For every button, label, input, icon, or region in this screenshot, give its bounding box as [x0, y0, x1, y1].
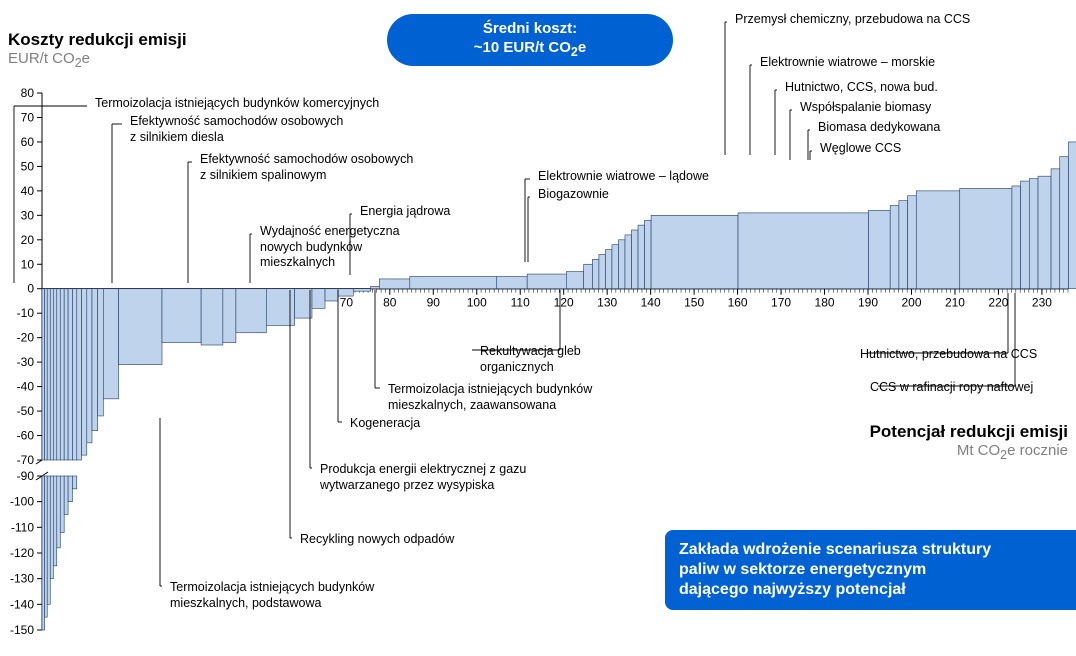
svg-text:190: 190 — [858, 296, 878, 310]
callout-label: Biogazownie — [538, 187, 609, 203]
svg-text:210: 210 — [945, 296, 965, 310]
callout-label: Kogeneracja — [350, 416, 420, 432]
callout-label: Termoizolacja istniejących budynków kome… — [95, 96, 379, 112]
callout-label: Biomasa dedykowana — [818, 120, 940, 136]
svg-text:110: 110 — [511, 296, 530, 310]
callout-label: Węglowe CCS — [820, 141, 901, 157]
svg-text:-40: -40 — [17, 380, 35, 394]
chart-title: Koszty redukcji emisji — [8, 30, 187, 50]
callout-label: Hutnictwo, przebudowa na CCS — [860, 347, 1037, 363]
callout-label: Termoizolacja istniejących budynków mies… — [170, 580, 374, 611]
callout-label: Przemysł chemiczny, przebudowa na CCS — [735, 12, 970, 28]
chart-y-axis-label: EUR/t CO2e — [8, 50, 187, 70]
callout-label: Rekultywacja gleb organicznych — [480, 344, 581, 375]
svg-text:-90: -90 — [17, 469, 35, 483]
svg-text:80: 80 — [383, 296, 397, 310]
svg-text:90: 90 — [427, 296, 441, 310]
svg-text:-140: -140 — [10, 597, 34, 611]
svg-text:70: 70 — [340, 296, 354, 310]
svg-text:230: 230 — [1032, 296, 1052, 310]
svg-text:170: 170 — [771, 296, 791, 310]
svg-text:-150: -150 — [10, 623, 34, 637]
callout-label: Współspalanie biomasy — [800, 100, 931, 116]
svg-text:40: 40 — [21, 184, 35, 198]
callout-label: Hutnictwo, CCS, nowa bud. — [785, 80, 938, 96]
svg-text:-30: -30 — [17, 355, 35, 369]
callout-label: Wydajność energetyczna nowych budynków m… — [260, 224, 400, 271]
callout-label: CCS w rafinacji ropy naftowej — [870, 380, 1033, 396]
callout-label: Produkcja energii elektrycznej z gazu wy… — [320, 462, 526, 493]
svg-text:160: 160 — [728, 296, 748, 310]
svg-text:60: 60 — [21, 135, 35, 149]
chart-x-axis-title: Potencjał redukcji emisji Mt CO2e roczni… — [0, 422, 1068, 462]
svg-text:-120: -120 — [10, 546, 34, 560]
x-axis-title-sub: Mt CO2e rocznie — [0, 442, 1068, 462]
svg-text:80: 80 — [21, 86, 35, 100]
svg-text:30: 30 — [21, 208, 35, 222]
svg-text:-50: -50 — [17, 404, 35, 418]
svg-text:-130: -130 — [10, 572, 34, 586]
x-axis-title-main: Potencjał redukcji emisji — [0, 422, 1068, 442]
callout-label: Efektywność samochodów osobowych z silni… — [130, 114, 343, 145]
chart-title-block: Koszty redukcji emisji EUR/t CO2e — [8, 30, 187, 70]
svg-text:130: 130 — [597, 296, 617, 310]
svg-text:200: 200 — [901, 296, 921, 310]
svg-text:10: 10 — [21, 257, 35, 271]
scenario-note: Zakłada wdrożenie scenariusza struktury … — [665, 530, 1076, 610]
svg-text:70: 70 — [21, 110, 35, 124]
svg-text:140: 140 — [641, 296, 661, 310]
callout-label: Termoizolacja istniejących budynków mies… — [388, 382, 592, 413]
callout-label: Elektrownie wiatrowe – lądowe — [538, 169, 709, 185]
svg-text:120: 120 — [554, 296, 574, 310]
svg-text:-110: -110 — [11, 520, 34, 534]
svg-text:-100: -100 — [10, 495, 34, 509]
svg-text:0: 0 — [27, 282, 34, 296]
svg-text:-10: -10 — [17, 306, 35, 320]
svg-text:-20: -20 — [17, 331, 35, 345]
svg-text:100: 100 — [467, 296, 487, 310]
svg-text:50: 50 — [21, 159, 35, 173]
svg-text:20: 20 — [21, 233, 35, 247]
svg-text:150: 150 — [684, 296, 704, 310]
svg-text:220: 220 — [988, 296, 1008, 310]
callout-label: Recykling nowych odpadów — [300, 532, 454, 548]
svg-text:180: 180 — [815, 296, 835, 310]
callout-label: Elektrownie wiatrowe – morskie — [760, 55, 935, 71]
average-cost-badge: Średni koszt:~10 EUR/t CO2e — [387, 14, 673, 66]
callout-label: Energia jądrowa — [360, 204, 450, 220]
callout-label: Efektywność samochodów osobowych z silni… — [200, 152, 413, 183]
